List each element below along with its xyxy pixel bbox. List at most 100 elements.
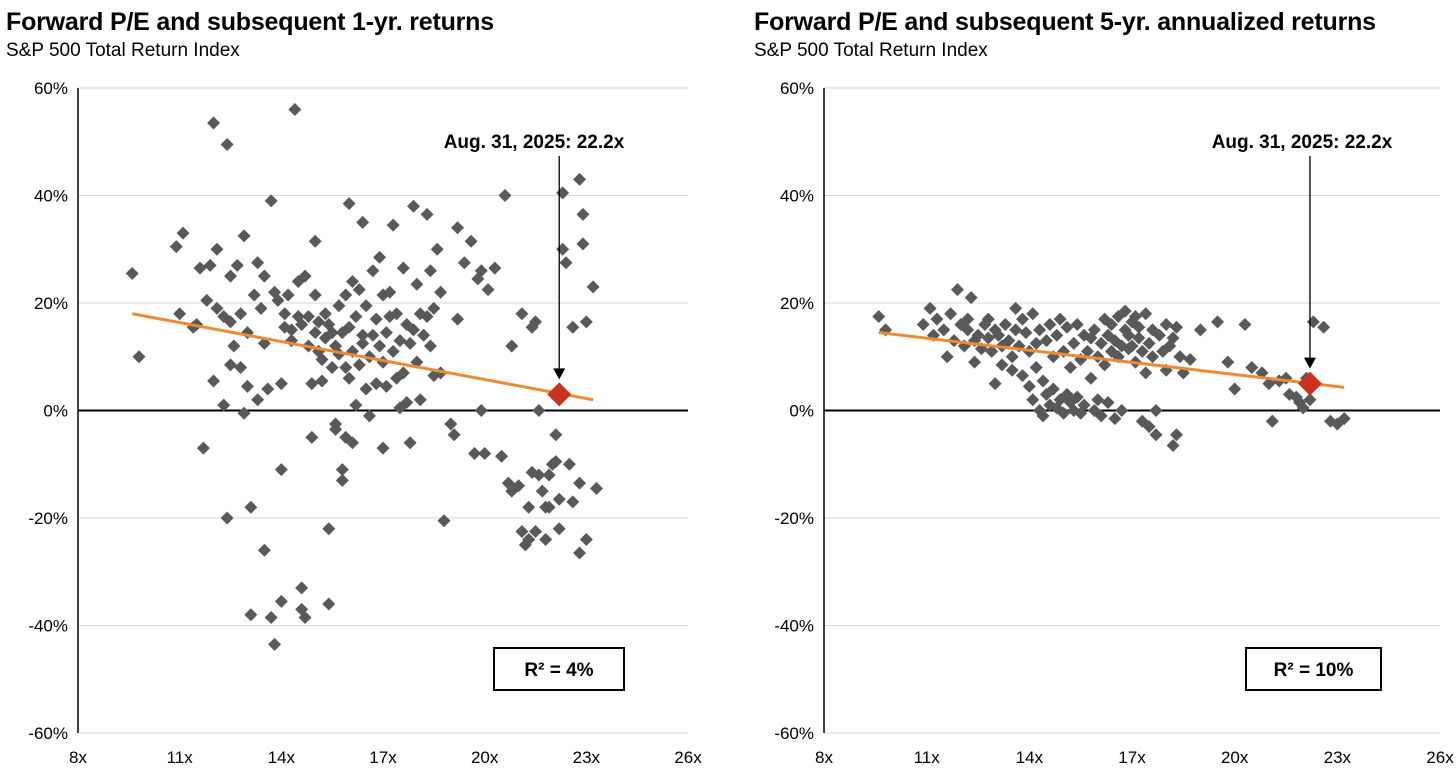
data-point — [1009, 323, 1023, 337]
data-point — [420, 309, 434, 323]
data-point — [281, 288, 295, 302]
data-point — [346, 275, 359, 288]
chart-panel-1yr: Forward P/E and subsequent 1-yr. returns… — [6, 8, 702, 767]
data-point — [1050, 401, 1064, 415]
data-point — [1098, 358, 1112, 372]
data-point — [237, 229, 251, 243]
data-point — [1337, 412, 1351, 426]
data-point — [1033, 323, 1047, 337]
data-point — [542, 500, 556, 514]
data-point — [244, 608, 258, 622]
data-point — [573, 476, 587, 490]
data-point — [954, 318, 968, 331]
data-point — [1176, 366, 1190, 380]
data-point — [522, 533, 536, 546]
data-point — [349, 398, 363, 412]
data-point — [1166, 438, 1180, 452]
data-point — [1084, 331, 1098, 345]
x-tick-label: 8x — [815, 748, 833, 767]
data-point — [295, 318, 309, 331]
data-point — [576, 237, 590, 251]
data-point — [1132, 331, 1146, 345]
trendline — [878, 331, 1345, 389]
data-point — [1063, 395, 1077, 409]
data-point — [1166, 331, 1180, 345]
scatter-plot-1yr: -60% -40% -20% 0% 20% 40% 60% 8x 11x 14x 17x 20x 23x… — [28, 79, 702, 767]
data-point — [1156, 344, 1170, 358]
data-point — [315, 352, 329, 366]
data-point — [1146, 350, 1160, 364]
data-point — [566, 320, 580, 334]
trendline — [131, 312, 594, 402]
data-points — [125, 103, 603, 651]
data-point — [437, 514, 451, 528]
data-point — [386, 218, 400, 232]
data-point — [352, 283, 366, 297]
data-point — [1115, 339, 1129, 353]
data-point — [1108, 334, 1122, 348]
data-point — [539, 533, 553, 546]
data-point — [451, 312, 465, 326]
data-point — [998, 318, 1012, 331]
x-tick-label: 26x — [674, 748, 702, 767]
data-point — [1169, 428, 1183, 442]
data-point — [379, 379, 393, 393]
data-point — [1053, 312, 1067, 326]
data-point — [1118, 304, 1132, 318]
data-point — [1169, 320, 1183, 334]
data-point — [542, 468, 556, 482]
data-point — [1149, 404, 1163, 417]
data-point — [1057, 406, 1071, 420]
x-tick-label: 23x — [573, 748, 601, 767]
data-point — [566, 495, 580, 509]
data-point — [468, 447, 481, 460]
data-point — [464, 234, 478, 248]
x-tick-label: 26x — [1426, 748, 1454, 767]
data-point — [173, 307, 187, 321]
gridlines — [824, 87, 1440, 734]
data-point — [481, 283, 495, 297]
chart-subtitle: S&P 500 Total Return Index — [754, 40, 988, 61]
data-point — [495, 449, 509, 463]
data-point — [430, 242, 444, 256]
data-point — [529, 524, 542, 538]
data-point — [193, 261, 207, 275]
data-point — [1070, 318, 1084, 331]
data-point — [176, 226, 190, 240]
data-point — [207, 116, 221, 130]
data-point — [1142, 336, 1156, 350]
data-point — [1104, 318, 1118, 331]
y-tick-label: 0% — [43, 402, 68, 421]
y-tick-label: 40% — [34, 187, 68, 206]
data-point — [968, 355, 982, 369]
data-point — [207, 374, 221, 388]
data-point — [1043, 318, 1057, 331]
data-point — [227, 339, 241, 353]
data-point — [251, 393, 265, 407]
data-point — [339, 288, 353, 302]
data-point — [1019, 326, 1033, 340]
data-point — [1265, 414, 1279, 428]
x-tick-label: 23x — [1324, 748, 1352, 767]
y-tick-label: 60% — [34, 79, 68, 98]
data-point — [1152, 328, 1166, 342]
x-tick-label: 11x — [167, 748, 194, 767]
data-point — [1091, 393, 1105, 407]
data-point — [573, 172, 587, 186]
y-tick-label: -60% — [28, 724, 68, 743]
x-tick-label: 8x — [69, 748, 87, 767]
y-tick-label: 0% — [789, 402, 814, 421]
data-point — [1002, 334, 1016, 348]
data-point — [1132, 320, 1146, 334]
data-point — [335, 463, 349, 477]
data-point — [274, 594, 288, 608]
data-point — [369, 312, 383, 326]
data-point — [1306, 315, 1320, 329]
data-point — [444, 417, 458, 431]
data-point — [285, 323, 298, 337]
data-point — [329, 422, 343, 436]
data-point — [362, 409, 376, 423]
data-point — [522, 500, 536, 514]
data-point — [274, 463, 288, 477]
data-point — [1046, 382, 1060, 396]
